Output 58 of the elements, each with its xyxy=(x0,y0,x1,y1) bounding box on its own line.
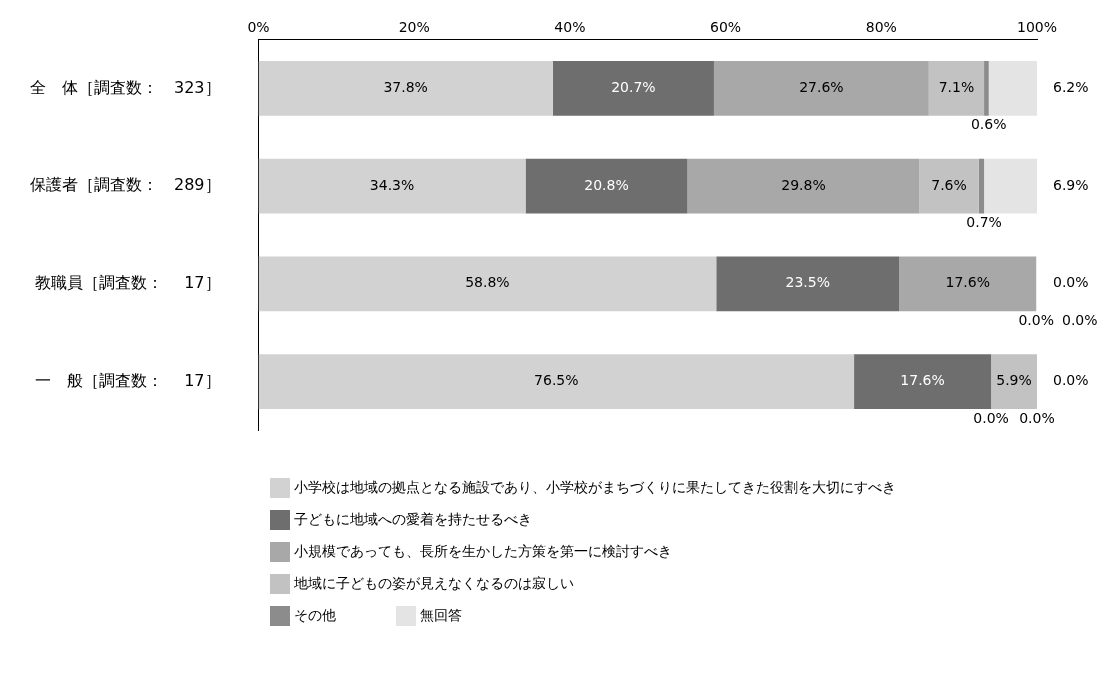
bar xyxy=(258,256,717,312)
data-label: 6.2% xyxy=(1053,79,1089,96)
bar xyxy=(899,256,1037,312)
legend-label: 小学校は地域の拠点となる施設であり、小学校がまちづくりに果たしてきた役割を大切にすべき xyxy=(294,479,896,497)
data-label: 34.3% xyxy=(369,176,415,193)
bar xyxy=(978,158,985,214)
legend-label: その他 xyxy=(294,607,336,625)
data-label: 37.8% xyxy=(383,79,428,96)
bar xyxy=(716,256,900,312)
bar xyxy=(552,61,714,116)
x-tick-label: 0% xyxy=(247,18,270,35)
y-tick-label: 一 般［調査数： 17］ xyxy=(35,370,221,390)
legend-label: 無回答 xyxy=(420,607,462,625)
data-label: 0.0% xyxy=(1053,274,1089,291)
data-label: 0.0% xyxy=(1062,311,1098,328)
bar xyxy=(984,158,1037,214)
data-label: 58.8% xyxy=(465,274,510,291)
bar xyxy=(984,61,989,116)
data-label: 20.7% xyxy=(611,79,656,96)
x-tick-label: 80% xyxy=(865,18,897,35)
bar xyxy=(687,158,920,214)
data-label: 0.6% xyxy=(970,116,1007,133)
legend-label: 小規模であっても、長所を生かした方策を第一に検討すべき xyxy=(294,543,672,561)
bar xyxy=(713,61,929,116)
x-tick-label: 20% xyxy=(398,18,430,35)
data-label: 27.6% xyxy=(799,79,844,96)
bar xyxy=(258,158,526,214)
data-label: 20.8% xyxy=(584,176,629,193)
legend-label: 子どもに地域への愛着を持たせるべき xyxy=(294,511,532,529)
bar xyxy=(928,61,985,116)
data-label: 0.0% xyxy=(973,409,1009,426)
data-label: 0.0% xyxy=(1053,372,1089,389)
x-tick-label: 60% xyxy=(710,18,742,35)
x-tick-label: 100% xyxy=(1016,18,1058,35)
bar xyxy=(991,354,1037,409)
bar xyxy=(258,354,855,409)
data-label: 23.5% xyxy=(785,274,830,291)
y-tick-label: 保護者［調査数： 289］ xyxy=(29,175,221,195)
bar xyxy=(988,61,1037,116)
data-label: 17.6% xyxy=(945,274,990,291)
data-label: 7.6% xyxy=(931,176,967,193)
bar xyxy=(258,61,553,116)
bar xyxy=(919,158,979,214)
x-tick-label: 40% xyxy=(554,18,586,35)
data-label: 0.0% xyxy=(1019,409,1055,426)
data-label: 7.1% xyxy=(938,79,975,96)
bar xyxy=(525,158,688,214)
legend-label: 地域に子どもの姿が見えなくなるのは寂しい xyxy=(294,575,574,593)
y-tick-label: 全 体［調査数： 323］ xyxy=(29,77,221,97)
data-label: 0.0% xyxy=(1018,311,1055,328)
data-label: 0.7% xyxy=(966,214,1002,231)
data-label: 29.8% xyxy=(781,176,826,193)
data-label: 5.9% xyxy=(996,372,1032,389)
y-tick-label: 教職員［調査数： 17］ xyxy=(35,273,221,293)
data-label: 17.6% xyxy=(900,372,945,389)
bar xyxy=(854,354,992,409)
data-label: 6.9% xyxy=(1053,176,1089,193)
data-label: 76.5% xyxy=(534,372,579,389)
